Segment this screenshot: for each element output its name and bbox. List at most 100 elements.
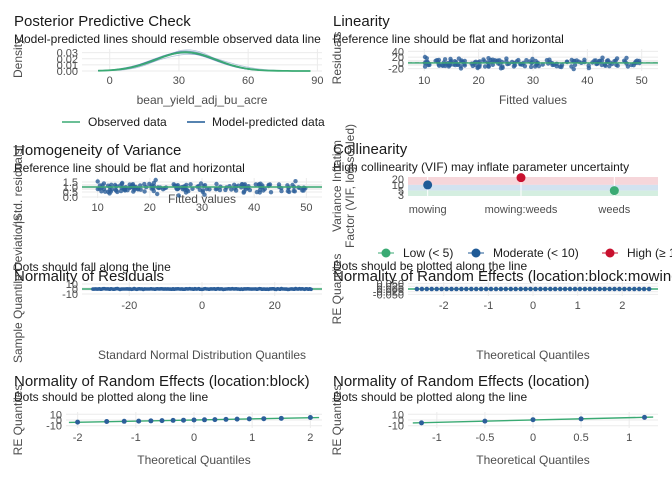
x-tick-label: mowing:weeds: [485, 204, 558, 216]
x-axis-label: Standard Normal Distribution Quantiles: [98, 348, 306, 362]
x-tick-label: 40: [581, 75, 593, 87]
residual-point: [292, 189, 297, 194]
quantile-point: [223, 416, 229, 422]
residual-point: [190, 186, 195, 191]
x-axis-label: Theoretical Quantiles: [137, 453, 250, 467]
x-tick-label: 1: [575, 300, 581, 312]
x-tick-label: -1: [483, 300, 493, 312]
residual-point: [634, 58, 640, 63]
quantile-point: [592, 286, 597, 292]
y-tick-label: 10: [50, 409, 62, 421]
x-tick-label: 30: [173, 75, 185, 87]
quantile-point: [562, 286, 568, 292]
plot-area: [82, 49, 322, 71]
residual-point: [615, 63, 620, 68]
quantile-point: [246, 416, 252, 422]
x-tick-label: -0.5: [475, 432, 494, 444]
x-tick-label: 0: [530, 300, 536, 312]
residual-point: [293, 179, 298, 184]
y-tick-label: 0.03: [57, 48, 78, 60]
residual-point: [258, 181, 263, 186]
y-tick-label: 0.5: [63, 187, 78, 199]
legend-label: Model-predicted data: [212, 115, 325, 129]
residual-point: [229, 187, 234, 192]
x-axis-label: Theoretical Quantiles: [476, 348, 589, 362]
residual-point: [625, 64, 631, 69]
y-tick-label: 0.025: [376, 281, 404, 293]
residual-point: [125, 188, 130, 193]
quantile-point: [309, 287, 313, 292]
x-tick-label: 40: [248, 202, 260, 214]
residual-point: [207, 187, 212, 192]
quantile-point: [159, 418, 165, 424]
quantile-point: [597, 286, 602, 292]
quantile-point: [444, 286, 449, 292]
residual-point: [155, 191, 160, 197]
residual-point: [572, 62, 578, 68]
quantile-point: [483, 286, 489, 292]
residual-point: [95, 179, 100, 184]
y-tick-label: 0: [398, 58, 404, 70]
quantile-point: [449, 286, 454, 292]
y-tick-label: 0.02: [57, 54, 78, 66]
y-tick-label: -0.050: [373, 289, 404, 301]
residual-point: [622, 58, 627, 63]
y-tick-label: -20: [388, 64, 404, 76]
residual-point: [586, 63, 591, 68]
panel-title: Normality of Random Effects (location): [333, 373, 590, 390]
x-axis-label: bean_yield_adj_bu_acre: [137, 93, 268, 107]
legend-key-point: [471, 248, 481, 258]
legend-key-point: [381, 248, 391, 258]
legend-label: Moderate (< 10): [493, 246, 579, 260]
x-tick-label: 1: [249, 432, 255, 444]
quantile-point: [552, 286, 558, 292]
residual-point: [115, 189, 120, 195]
y-axis-label-line: Variance Inflation: [330, 140, 344, 232]
quantile-point: [602, 286, 607, 292]
quantile-point: [261, 416, 267, 422]
residual-point: [462, 58, 467, 64]
quantile-point: [538, 286, 543, 292]
residual-point: [268, 190, 274, 195]
x-tick-label: 0.5: [573, 432, 588, 444]
residual-point: [151, 188, 156, 194]
residual-point: [262, 186, 267, 192]
x-tick-label: 20: [269, 300, 281, 312]
quantile-point: [434, 286, 440, 292]
quantile-point: [307, 415, 313, 420]
residual-point: [469, 61, 474, 66]
y-axis-label: Density: [11, 38, 25, 78]
residual-point: [613, 58, 618, 63]
panel-title: Normality of Random Effects (location:bl…: [14, 373, 310, 390]
y-tick-label: -10: [46, 421, 62, 433]
quantile-point: [104, 419, 110, 424]
quantile-point: [523, 286, 528, 292]
x-tick-label: 20: [473, 75, 485, 87]
y-tick-label: -10: [62, 289, 78, 301]
x-tick-label: 0: [199, 300, 205, 312]
x-tick-label: -2: [73, 432, 83, 444]
y-tick-label: 0.0: [63, 192, 78, 204]
panel-title: Collinearity: [333, 141, 408, 158]
quantile-point: [518, 286, 523, 292]
y-axis-label-line: Residuals: [330, 32, 344, 85]
x-tick-label: 20: [144, 202, 156, 214]
legend-key-point: [605, 248, 615, 258]
panel-title: Normality of Random Effects (location:bl…: [333, 268, 672, 285]
y-tick-label: -10: [388, 421, 404, 433]
residual-point: [600, 55, 605, 60]
quantile-point: [513, 286, 518, 292]
quantile-point: [528, 286, 533, 292]
x-tick-label: 2: [307, 432, 313, 444]
legend-label: Low (< 5): [403, 246, 453, 260]
residual-point: [528, 64, 534, 70]
quantile-point: [646, 286, 652, 292]
residual-point: [253, 182, 258, 187]
low-vif-band: [408, 190, 658, 196]
x-tick-label: 1: [626, 432, 632, 444]
x-tick-label: -1: [131, 432, 141, 444]
quantile-point: [503, 286, 509, 292]
quantile-point: [121, 418, 127, 424]
x-tick-label: 90: [311, 75, 323, 87]
vif-point: [516, 173, 526, 183]
